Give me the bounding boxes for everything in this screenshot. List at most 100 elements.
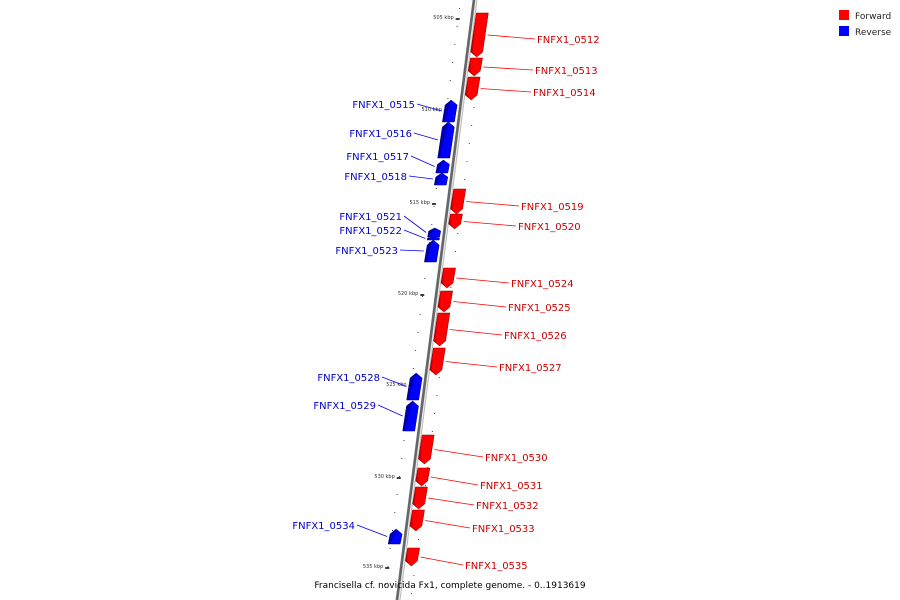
forward-gene-arrow[interactable] — [418, 434, 435, 465]
gene-arrow-shade — [409, 510, 416, 531]
minor-tick-right — [424, 485, 426, 486]
forward-gene-arrow[interactable] — [464, 76, 481, 101]
gene-feature[interactable] — [406, 372, 423, 401]
gene-label[interactable]: FNFX1_0529 — [313, 401, 376, 412]
gene-arrow-shade — [406, 373, 417, 400]
gene-label[interactable]: FNFX1_0522 — [339, 226, 402, 237]
gene-feature[interactable] — [405, 547, 420, 567]
gene-label[interactable]: FNFX1_0520 — [518, 222, 581, 233]
gene-label[interactable]: FNFX1_0523 — [335, 246, 398, 257]
gene-arrow-shade — [465, 77, 472, 100]
gene-label[interactable]: FNFX1_0524 — [511, 279, 574, 290]
gene-label[interactable]: FNFX1_0525 — [508, 303, 571, 314]
gene-arrow-shade — [468, 58, 475, 76]
gene-feature[interactable] — [464, 76, 481, 101]
gene-leader-line — [399, 249, 424, 252]
minor-tick-left — [449, 80, 451, 81]
minor-tick-right — [438, 377, 440, 378]
minor-tick-left — [458, 8, 460, 9]
minor-tick-left — [428, 242, 430, 243]
gene-label[interactable]: FNFX1_0512 — [537, 35, 600, 46]
gene-feature[interactable] — [435, 159, 450, 174]
gene-label[interactable]: FNFX1_0518 — [344, 172, 407, 183]
gene-feature[interactable] — [450, 188, 467, 215]
gene-label[interactable]: FNFX1_0530 — [485, 453, 548, 464]
minor-tick-right — [417, 539, 419, 540]
minor-tick-left — [431, 224, 433, 225]
gene-feature[interactable] — [440, 267, 456, 289]
gene-label[interactable]: FNFX1_0534 — [292, 521, 355, 532]
gene-feature[interactable] — [412, 486, 428, 510]
genome-backbone-highlight — [398, 0, 477, 600]
gene-feature[interactable] — [418, 434, 435, 465]
minor-tick-left — [456, 26, 458, 27]
gene-feature[interactable] — [409, 509, 425, 532]
minor-tick-right — [436, 395, 438, 396]
gene-feature[interactable] — [426, 236, 440, 241]
gene-leader-line — [463, 221, 517, 227]
forward-gene-arrow[interactable] — [409, 509, 425, 532]
gene-feature[interactable] — [429, 347, 446, 376]
gene-label[interactable]: FNFX1_0516 — [349, 129, 412, 140]
gene-feature[interactable] — [387, 528, 403, 545]
gene-feature[interactable] — [448, 213, 463, 230]
gene-leader-line — [428, 497, 475, 506]
gene-arrow-shade — [442, 100, 452, 122]
gene-label[interactable]: FNFX1_0513 — [535, 66, 598, 77]
gene-leader-line — [466, 201, 520, 207]
gene-feature[interactable] — [424, 239, 440, 263]
gene-label[interactable]: FNFX1_0519 — [521, 202, 584, 213]
gene-features — [387, 12, 489, 567]
gene-label[interactable]: FNFX1_0515 — [352, 100, 415, 111]
gene-leader-line — [483, 66, 534, 71]
gene-label[interactable]: FNFX1_0521 — [339, 212, 402, 223]
scale-tick-label: 505 kbp — [433, 15, 453, 21]
scale-tick-label: 510 kbp — [421, 107, 441, 113]
gene-arrow-shade — [470, 13, 477, 57]
gene-leader-line — [420, 556, 464, 566]
gene-leader-line — [425, 520, 471, 529]
gene-feature[interactable] — [442, 99, 458, 123]
gene-feature[interactable] — [467, 57, 483, 77]
scale-tick-label: 530 kbp — [374, 474, 394, 480]
gene-arrow-shade — [427, 237, 434, 240]
gene-feature[interactable] — [402, 400, 419, 432]
minor-tick-right — [434, 413, 436, 414]
gene-arrow-shade — [435, 160, 444, 173]
gene-leader-line — [413, 132, 439, 141]
gene-feature[interactable] — [437, 290, 453, 313]
gene-arrow-shade — [412, 487, 419, 509]
minor-tick-left — [433, 206, 435, 207]
minor-tick-right — [450, 287, 452, 288]
gene-label[interactable]: FNFX1_0531 — [480, 481, 543, 492]
forward-gene-arrow[interactable] — [437, 290, 453, 313]
gene-leader-line — [445, 361, 498, 368]
gene-leader-line — [403, 215, 427, 233]
gene-feature[interactable] — [427, 227, 442, 238]
forward-gene-arrow[interactable] — [412, 486, 428, 510]
genome-caption: Francisella cf. novicida Fx1, complete g… — [314, 581, 586, 591]
gene-label[interactable]: FNFX1_0535 — [465, 561, 528, 572]
legend: Forward Reverse — [839, 10, 892, 38]
gene-feature[interactable] — [433, 172, 449, 186]
gene-feature[interactable] — [415, 467, 431, 487]
gene-feature[interactable] — [437, 121, 455, 159]
gene-feature[interactable] — [433, 312, 451, 347]
minor-tick-left — [424, 278, 426, 279]
gene-label[interactable]: FNFX1_0527 — [499, 363, 562, 374]
gene-arrow-shade — [405, 548, 412, 566]
gene-label[interactable]: FNFX1_0528 — [317, 373, 380, 384]
forward-gene-arrow[interactable] — [448, 213, 463, 230]
gene-feature[interactable] — [470, 12, 489, 58]
gene-arrow-shade — [450, 189, 457, 214]
gene-label[interactable]: FNFX1_0532 — [476, 501, 539, 512]
gene-label[interactable]: FNFX1_0514 — [533, 88, 596, 99]
minor-tick-right — [411, 593, 413, 594]
gene-arrow-shade — [434, 173, 442, 185]
gene-label[interactable]: FNFX1_0526 — [504, 331, 567, 342]
gene-label[interactable]: FNFX1_0533 — [472, 524, 535, 535]
gene-arrow-shade — [433, 313, 440, 346]
gene-label[interactable]: FNFX1_0517 — [346, 152, 409, 163]
minor-tick-left — [398, 476, 400, 477]
forward-gene-arrow[interactable] — [440, 267, 456, 289]
